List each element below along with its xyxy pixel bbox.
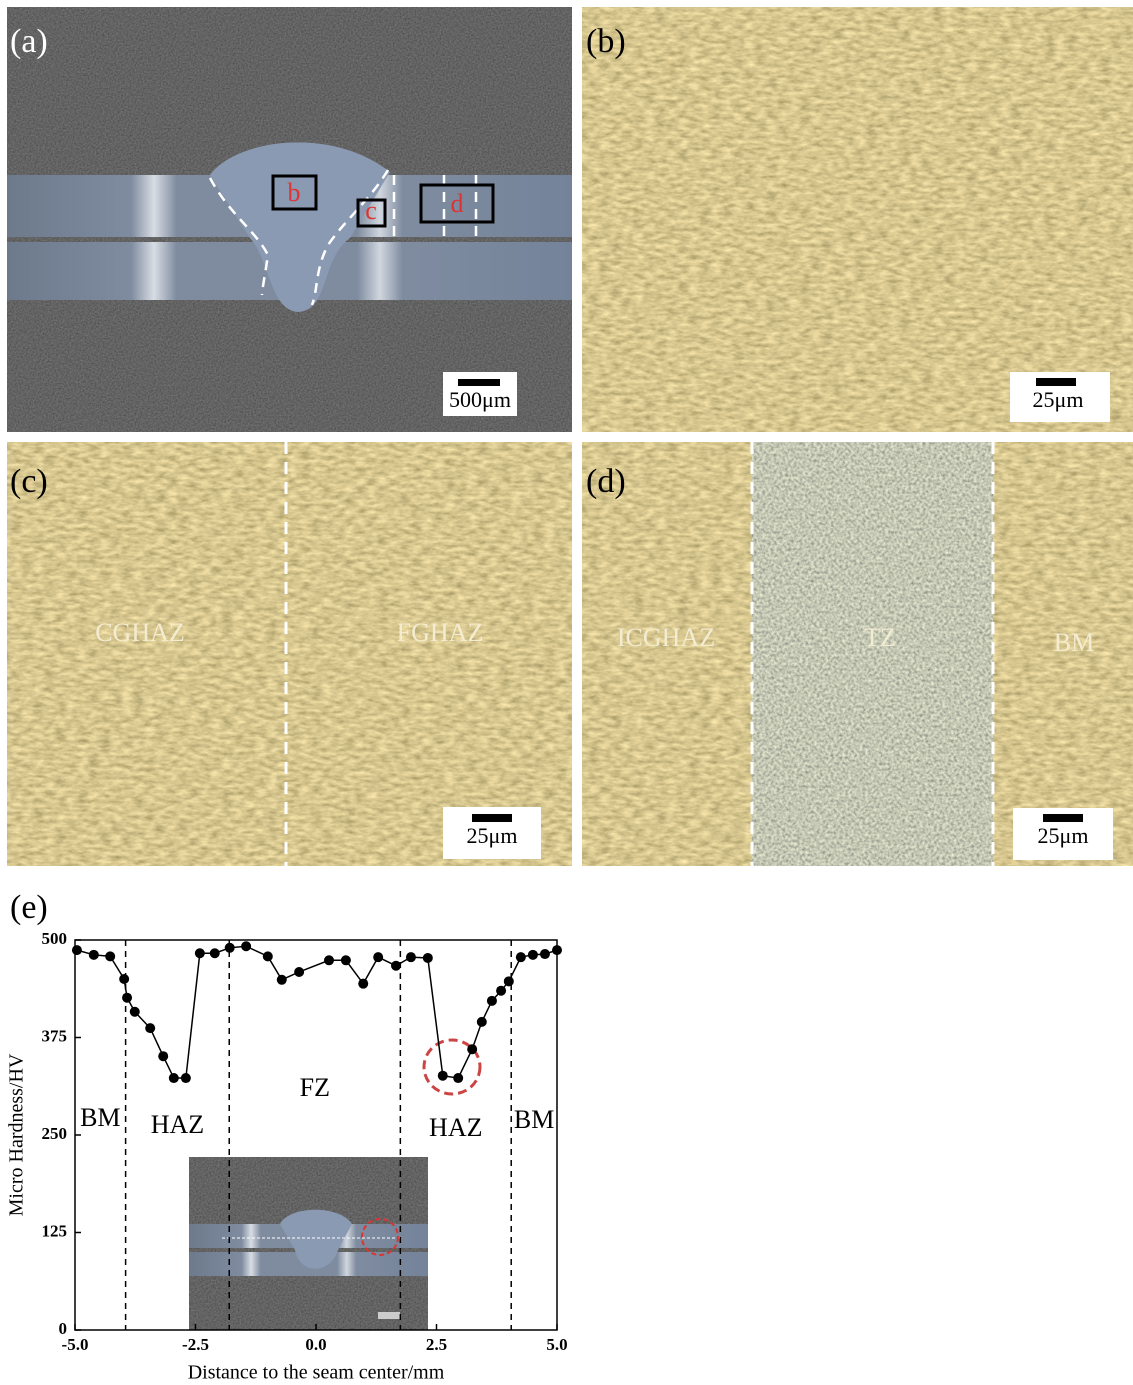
data-point — [225, 943, 235, 953]
y-tick-label: 250 — [42, 1124, 68, 1143]
panel-d: ICGHAZ TZ BM 25μm (d) — [582, 442, 1133, 866]
data-point — [358, 979, 368, 989]
x-axis-label: Distance to the seam center/mm — [188, 1362, 445, 1384]
box-label: d — [451, 189, 464, 218]
data-point — [210, 948, 220, 958]
zone-label: CGHAZ — [95, 618, 185, 647]
data-point — [89, 950, 99, 960]
data-point — [158, 1051, 168, 1061]
y-tick-label: 375 — [42, 1026, 68, 1045]
scale-bar — [1036, 378, 1076, 386]
scale-label: 500μm — [449, 387, 511, 412]
data-point — [423, 953, 433, 963]
zone-label: FGHAZ — [397, 618, 484, 647]
data-point — [453, 1073, 463, 1083]
data-point — [373, 952, 383, 962]
data-point — [341, 955, 351, 965]
panel-label: (b) — [586, 23, 626, 60]
box-label: c — [365, 196, 377, 225]
panel-label: (a) — [10, 23, 48, 60]
micrograph — [7, 442, 572, 866]
data-point — [119, 974, 129, 984]
scale-label: 25μm — [1038, 823, 1089, 848]
data-point — [406, 952, 416, 962]
x-tick-label: -5.0 — [62, 1335, 89, 1354]
zone-label: HAZ — [151, 1110, 204, 1139]
data-point — [145, 1023, 155, 1033]
data-point — [294, 967, 304, 977]
zone-label: BM — [514, 1105, 554, 1134]
scale-bar — [458, 379, 500, 386]
panel-a: b c d 500μm (a) — [7, 7, 572, 432]
data-point — [263, 951, 273, 961]
data-point — [516, 952, 526, 962]
data-point — [324, 955, 334, 965]
data-point — [540, 949, 550, 959]
data-point — [181, 1073, 191, 1083]
data-point — [122, 993, 132, 1003]
panel-label: (c) — [10, 463, 48, 500]
micrograph-tz — [752, 442, 993, 866]
figure: b c d 500μm (a) 25μm (b) CGHAZ FGHAZ 25μ… — [0, 0, 1133, 1385]
y-tick-label: 125 — [42, 1221, 68, 1240]
data-point — [195, 948, 205, 958]
panel-label: (e) — [10, 889, 48, 926]
data-point — [496, 986, 506, 996]
data-point — [391, 961, 401, 971]
data-point — [467, 1044, 477, 1054]
inset-image — [189, 1157, 428, 1330]
x-tick-label: -2.5 — [182, 1335, 209, 1354]
panel-b: 25μm (b) — [582, 7, 1133, 432]
y-tick-label: 500 — [42, 929, 68, 948]
data-point — [504, 976, 514, 986]
zone-label: ICGHAZ — [617, 623, 715, 652]
data-point — [528, 950, 538, 960]
data-point — [130, 1007, 140, 1017]
data-point — [552, 945, 562, 955]
y-axis-label: Micro Hardness/HV — [6, 1053, 28, 1216]
data-point — [169, 1073, 179, 1083]
data-point — [487, 996, 497, 1006]
data-point — [438, 1071, 448, 1081]
zone-label: HAZ — [429, 1113, 482, 1142]
micrograph — [582, 7, 1133, 432]
zone-label: BM — [1054, 628, 1094, 657]
data-point — [72, 945, 82, 955]
scale-label: 25μm — [1033, 387, 1084, 412]
scale-bar — [472, 814, 512, 822]
data-point — [277, 975, 287, 985]
zone-label: TZ — [864, 623, 896, 652]
data-point — [477, 1017, 487, 1027]
zone-label: BM — [80, 1103, 120, 1132]
panel-c: CGHAZ FGHAZ 25μm (c) — [7, 442, 572, 866]
x-tick-label: 0.0 — [305, 1335, 326, 1354]
x-tick-label: 2.5 — [426, 1335, 447, 1354]
scale-bar — [1043, 814, 1083, 822]
panel-label: (d) — [586, 463, 626, 500]
x-tick-label: 5.0 — [546, 1335, 567, 1354]
scale-label: 25μm — [467, 823, 518, 848]
data-point — [241, 941, 251, 951]
data-line — [77, 946, 557, 1078]
page: b c d 500μm (a) 25μm (b) CGHAZ FGHAZ 25μ… — [0, 0, 1133, 1385]
box-label: b — [288, 178, 301, 207]
data-point — [105, 951, 115, 961]
zone-label: FZ — [300, 1073, 330, 1102]
